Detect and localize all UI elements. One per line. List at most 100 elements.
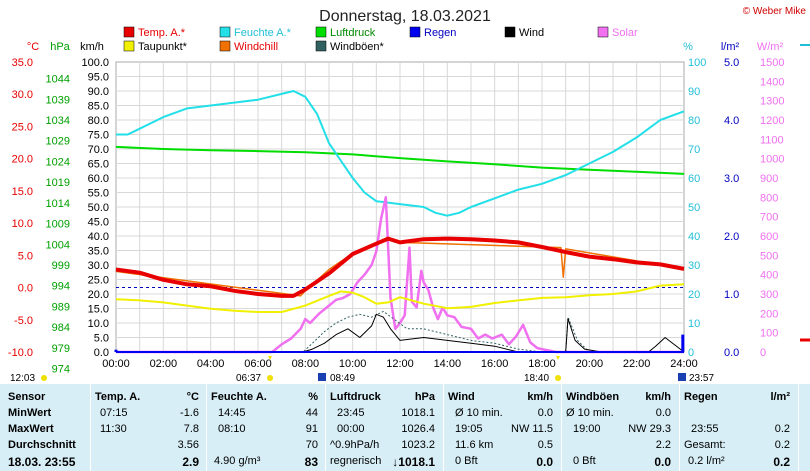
legend-label: Temp. A.*: [138, 27, 186, 39]
legend: Temp. A.* Feuchte A.* Luftdruck Regen Wind So…: [123, 26, 638, 53]
humidity-axis-tick: 50: [688, 202, 700, 214]
marker-left: 12:03: [10, 373, 35, 384]
temp-axis-tick: 20.0: [12, 154, 33, 166]
pressure-axis-tick: 1009: [46, 219, 70, 231]
solar-axis-tick: 300: [760, 289, 778, 301]
pressure-unit: hPa: [50, 41, 70, 53]
legend-swatch: [597, 26, 609, 38]
stats-header-rain: Regen: [684, 391, 718, 403]
temp-avg: 3.56: [177, 439, 199, 451]
stats-unit-hum: %: [308, 391, 318, 403]
wind-unit: km/h: [80, 41, 104, 53]
legend-label: Luftdruck: [330, 27, 376, 39]
stats-unit-temp: °C: [186, 391, 199, 403]
wind-axis-tick: 70.0: [88, 144, 109, 156]
wind-current: 0.0: [536, 455, 553, 469]
stats-header-wind: Wind: [448, 391, 475, 403]
pressure-axis-tick: 1034: [46, 115, 70, 127]
hum-avg: 70: [305, 439, 318, 451]
x-tick: 18:00: [528, 358, 556, 370]
legend-label: Wind: [519, 27, 544, 39]
solar-axis-tick: 0: [760, 347, 766, 359]
x-tick: 02:00: [150, 358, 178, 370]
wind-axis-tick: 35.0: [88, 246, 109, 258]
solar-axis-tick: 900: [760, 173, 778, 185]
rain-axis-tick: 0.0: [724, 347, 739, 359]
temp-min-time: 07:15: [100, 407, 128, 419]
solar-axis-tick: 1200: [760, 115, 784, 127]
solar-axis-tick: 200: [760, 308, 778, 320]
rain-max-time: 23:55: [691, 423, 719, 435]
solar-axis-tick: 800: [760, 192, 778, 204]
humidity-axis-tick: 80: [688, 115, 700, 127]
series-tempa: [115, 236, 685, 298]
wind-axis-tick: 75.0: [88, 130, 109, 142]
solar-axis-tick: 1500: [760, 57, 784, 69]
legend-label: Regen: [424, 27, 456, 39]
humidity-axis-tick: 100: [688, 57, 706, 69]
x-tick: 22:00: [623, 358, 651, 370]
temp-axis-tick: -10.0: [8, 347, 33, 359]
gust-bft: 0 Bft: [573, 455, 596, 467]
solar-axis-tick: 600: [760, 231, 778, 243]
series-feuchtea: [116, 90, 685, 217]
hum-current: 83: [304, 455, 318, 469]
solar-axis-tick: 100: [760, 328, 778, 340]
wind-axis-tick: 65.0: [88, 159, 109, 171]
pressure-axis-tick: 1019: [46, 177, 70, 189]
legend-swatch: [219, 40, 231, 52]
temp-axis-tick: 0.0: [18, 283, 33, 295]
rain-rate: 0.2 l/m²: [688, 455, 725, 467]
hum-min-val: 44: [305, 407, 318, 419]
gust-max-val: NW 29.3: [628, 423, 671, 435]
solar-axis-tick: 1100: [760, 134, 784, 146]
x-tick: 24:00: [670, 358, 698, 370]
wind-axis-tick: 80.0: [88, 115, 109, 127]
stats-unit-gust: km/h: [645, 391, 671, 403]
sunset-marker: [556, 356, 560, 360]
x-tick: 20:00: [576, 358, 604, 370]
rain-current: 0.2: [773, 455, 790, 469]
x-tick: 14:00: [434, 358, 462, 370]
stats-header-hum: Feuchte A.: [211, 391, 267, 403]
x-tick: 04:00: [197, 358, 225, 370]
legend-label: Windböen*: [330, 41, 385, 53]
x-tick: 12:00: [386, 358, 414, 370]
series-solar: [116, 196, 684, 354]
wind-axis-tick: 5.0: [94, 333, 109, 345]
stats-column-separator: [561, 384, 562, 471]
wind-bft: 0 Bft: [455, 455, 478, 467]
legend-swatch: [315, 40, 327, 52]
rain-axis-tick: 5.0: [724, 57, 739, 69]
stats-column-separator: [443, 384, 444, 471]
wind-axis-tick: 45.0: [88, 217, 109, 229]
pressure-axis-tick: 979: [52, 343, 70, 355]
temp-min-val: -1.6: [180, 407, 199, 419]
marker-transit: 08:49: [330, 373, 355, 384]
temp-axis-tick: 35.0: [12, 57, 33, 69]
press-trend: ^0.9hPa/h: [330, 439, 380, 451]
pressure-axis-tick: 1024: [46, 156, 70, 168]
hum-abs: 4.90 g/m³: [214, 455, 261, 467]
stats-column-separator: [206, 384, 207, 471]
wind-axis-tick: 40.0: [88, 231, 109, 243]
legend-swatch: [315, 26, 327, 38]
temp-axis-tick: 15.0: [12, 186, 33, 198]
humidity-axis-tick: 90: [688, 86, 700, 98]
gust-current: 0.0: [654, 455, 671, 469]
gust-max-time: 19:00: [573, 423, 601, 435]
time-markers: 12:03 06:37 08:49 18:40 23:57: [10, 356, 714, 384]
stats-header-gust: Windböen: [566, 391, 620, 403]
gust-avg10: Ø 10 min.: [566, 407, 614, 419]
legend-label: Taupunkt*: [138, 41, 188, 53]
pressure-axis-tick: 994: [52, 281, 70, 293]
stats-header-sensor: Sensor: [8, 391, 46, 403]
stats-header-press: Luftdruck: [330, 391, 381, 403]
humidity-axis-tick: 40: [688, 231, 700, 243]
temp-max-time: 11:30: [100, 423, 127, 435]
plot-area: [114, 61, 685, 354]
wind-avg10: Ø 10 min.: [455, 407, 503, 419]
x-tick: 00:00: [102, 358, 130, 370]
pressure-axis-tick: 1014: [46, 198, 70, 210]
temp-current: 2.9: [182, 455, 199, 469]
